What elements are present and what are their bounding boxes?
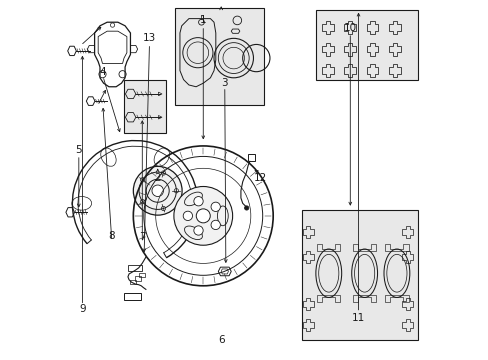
Circle shape [174, 186, 232, 245]
Text: 1: 1 [200, 15, 206, 26]
Circle shape [196, 209, 210, 223]
Text: 6: 6 [218, 334, 224, 345]
Bar [315, 10, 417, 80]
Text: 2: 2 [154, 173, 161, 183]
Text: 12: 12 [253, 173, 267, 183]
Circle shape [211, 220, 220, 230]
Bar [301, 211, 418, 339]
Text: 5: 5 [75, 144, 82, 154]
Text: 4: 4 [100, 67, 106, 77]
Circle shape [211, 202, 220, 211]
Text: 8: 8 [108, 231, 115, 240]
Circle shape [193, 197, 203, 206]
Text: 3: 3 [221, 78, 227, 88]
Text: 9: 9 [79, 304, 85, 314]
Circle shape [193, 226, 203, 235]
Text: 7: 7 [139, 232, 145, 242]
Text: 10: 10 [343, 23, 356, 33]
Circle shape [133, 166, 182, 215]
Circle shape [183, 211, 192, 221]
Text: 13: 13 [142, 33, 156, 43]
Circle shape [152, 185, 163, 197]
Text: 11: 11 [351, 313, 365, 323]
Circle shape [244, 206, 248, 210]
Bar [124, 80, 165, 134]
Bar [174, 8, 264, 105]
